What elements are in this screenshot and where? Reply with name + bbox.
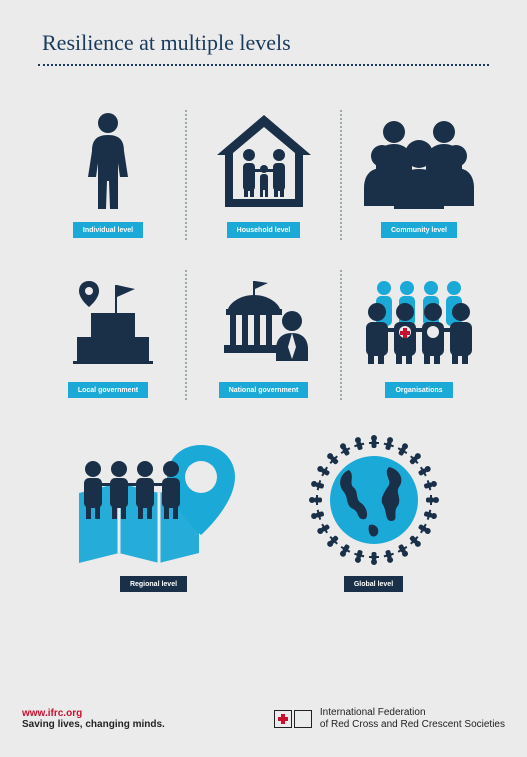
footer-left: www.ifrc.org Saving lives, changing mind…	[22, 708, 165, 730]
org-line2: of Red Cross and Red Crescent Societies	[320, 719, 505, 731]
label-global: Global level	[344, 576, 403, 592]
row-3: Regional level Global level	[38, 430, 489, 592]
footer-tagline: Saving lives, changing minds.	[22, 719, 165, 730]
regional-icon	[69, 430, 239, 570]
label-organisations: Organisations	[385, 382, 452, 398]
row-2: Local government	[38, 266, 489, 400]
label-national-gov: National government	[219, 382, 309, 398]
cell-regional: Regional level	[64, 430, 244, 592]
individual-icon	[78, 106, 138, 216]
label-regional: Regional level	[120, 576, 187, 592]
red-crescent-icon	[294, 710, 312, 728]
footer-site: www.ifrc.org	[22, 708, 165, 719]
organisations-icon	[359, 266, 479, 376]
cell-community: Community level	[349, 106, 489, 240]
community-icon	[364, 106, 474, 216]
divider	[185, 270, 187, 400]
org-line1: International Federation	[320, 707, 505, 719]
page-title: Resilience at multiple levels	[38, 30, 489, 56]
label-household: Household level	[227, 222, 301, 238]
label-community: Community level	[381, 222, 457, 238]
cell-local-gov: Local government	[38, 266, 178, 400]
divider	[340, 270, 342, 400]
federation-text: International Federation of Red Cross an…	[320, 707, 505, 731]
title-underline	[38, 64, 489, 66]
cell-global: Global level	[284, 430, 464, 592]
divider	[185, 110, 187, 240]
label-local-gov: Local government	[68, 382, 148, 398]
label-individual: Individual level	[73, 222, 143, 238]
global-icon	[299, 430, 449, 570]
red-cross-icon	[274, 710, 292, 728]
cell-national-gov: National government	[194, 266, 334, 400]
household-icon	[209, 106, 319, 216]
national-gov-icon	[214, 266, 314, 376]
cell-household: Household level	[194, 106, 334, 240]
footer: www.ifrc.org Saving lives, changing mind…	[22, 707, 505, 731]
local-gov-icon	[63, 266, 153, 376]
ifrc-logo	[274, 710, 312, 728]
footer-right: International Federation of Red Cross an…	[274, 707, 505, 731]
divider	[340, 110, 342, 240]
cell-organisations: Organisations	[349, 266, 489, 400]
row-1: Individual level Household level	[38, 106, 489, 240]
cell-individual: Individual level	[38, 106, 178, 240]
